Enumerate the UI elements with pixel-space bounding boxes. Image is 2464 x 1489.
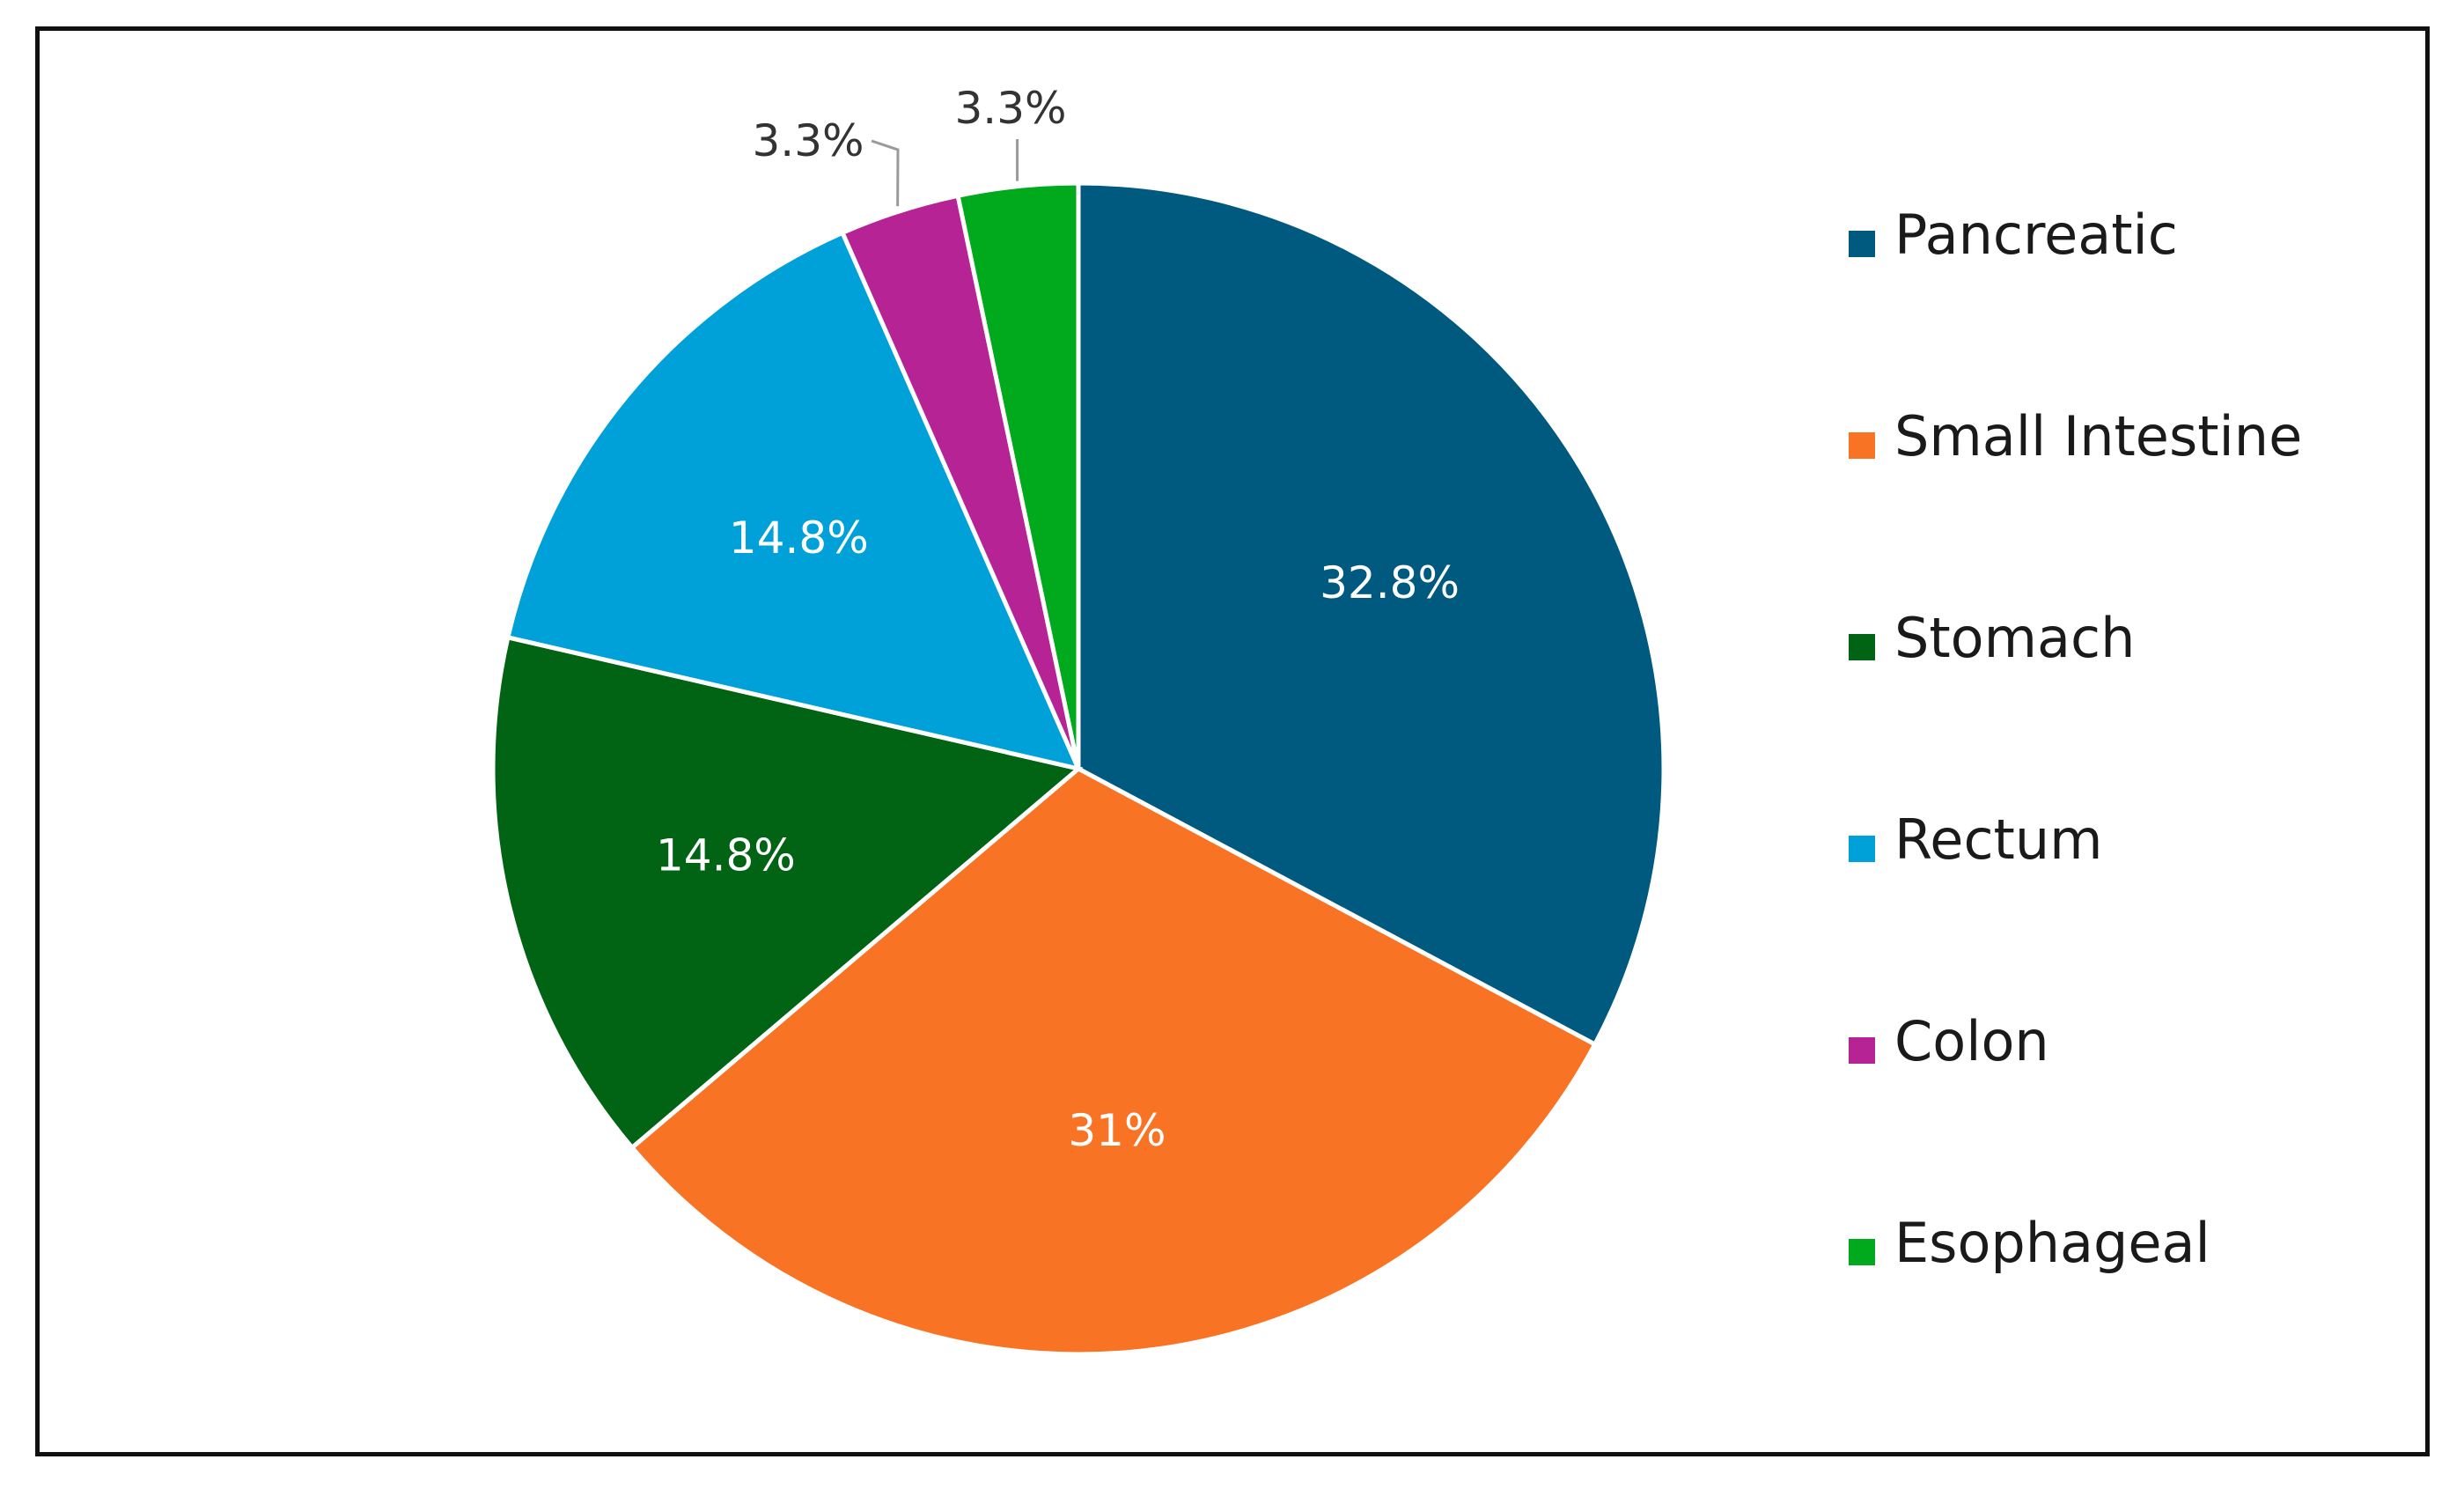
slice-pancreatic	[1076, 181, 1666, 1048]
slice-esophageal	[955, 181, 1081, 770]
slice-rectum	[504, 230, 1083, 772]
legend-swatch	[1849, 1239, 1875, 1265]
legend-swatch	[1849, 634, 1875, 660]
legend-item-pancreatic: Pancreatic	[1849, 203, 2394, 404]
slice-small-intestine	[629, 765, 1599, 1357]
legend-label: Colon	[1894, 1009, 2049, 1073]
legend-label: Stomach	[1894, 606, 2136, 670]
data-label-esophageal: 3.3%	[954, 83, 1066, 134]
legend-item-esophageal: Esophageal	[1849, 1211, 2394, 1412]
legend-swatch	[1849, 231, 1875, 257]
data-label-stomach: 14.8%	[656, 830, 796, 881]
legend-label: Rectum	[1894, 807, 2103, 872]
legend-item-stomach: Stomach	[1849, 606, 2394, 807]
slice-stomach	[490, 634, 1084, 1151]
legend-swatch	[1849, 432, 1875, 459]
leader-line-colon	[871, 139, 900, 207]
legend-item-small-intestine: Small Intestine	[1849, 404, 2394, 606]
data-label-pancreatic: 32.8%	[1320, 557, 1460, 608]
legend-swatch	[1849, 1037, 1875, 1064]
legend-swatch	[1849, 836, 1875, 862]
legend-item-colon: Colon	[1849, 1009, 2394, 1211]
legend: Pancreatic Small Intestine Stomach Rectum Co…	[1849, 203, 2394, 1412]
data-label-small-intestine: 31%	[1068, 1105, 1166, 1156]
legend-label: Small Intestine	[1894, 404, 2303, 468]
data-label-colon: 3.3%	[752, 115, 864, 166]
legend-label: Pancreatic	[1894, 203, 2178, 267]
legend-item-rectum: Rectum	[1849, 807, 2394, 1009]
data-label-rectum: 14.8%	[729, 512, 869, 564]
legend-label: Esophageal	[1894, 1211, 2210, 1275]
